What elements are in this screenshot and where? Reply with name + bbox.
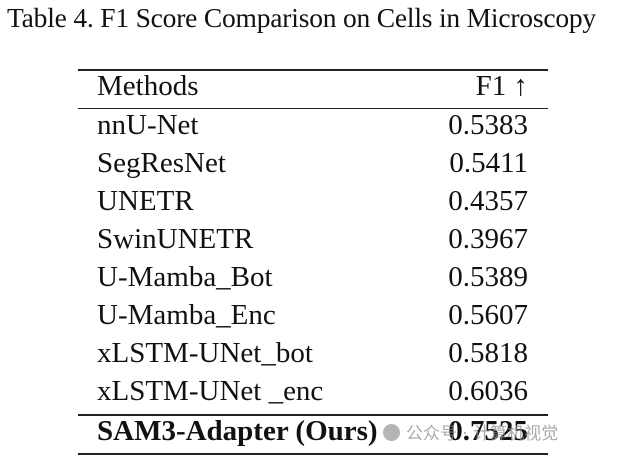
method-name: U-Mamba_Enc (97, 299, 276, 331)
f1-value: 0.5818 (448, 337, 528, 369)
highlight-row: SAM3-Adapter (Ours) 0.7525 (78, 415, 548, 453)
bottom-rule (78, 453, 548, 455)
f1-value: 0.3967 (448, 223, 528, 255)
table-row: SwinUNETR 0.3967 (78, 223, 548, 261)
watermark: 公众号 · 计算机视觉 (383, 419, 558, 444)
f1-value: 0.5411 (449, 147, 528, 179)
table-row: xLSTM-UNet_bot 0.5818 (78, 337, 548, 375)
f1-value: 0.4357 (448, 185, 528, 217)
table-row: U-Mamba_Bot 0.5389 (78, 261, 548, 299)
table-row: xLSTM-UNet _enc 0.6036 (78, 375, 548, 413)
table-row: U-Mamba_Enc 0.5607 (78, 299, 548, 337)
table-row: nnU-Net 0.5383 (78, 109, 548, 147)
table-row: SegResNet 0.5411 (78, 147, 548, 185)
watermark-text: 公众号 · 计算机视觉 (406, 424, 559, 444)
f1-value: 0.5383 (448, 109, 528, 141)
table-caption: Table 4. F1 Score Comparison on Cells in… (7, 2, 596, 33)
method-name: xLSTM-UNet _enc (97, 375, 324, 407)
header-rule (78, 108, 548, 110)
f1-value: 0.7525 (448, 415, 528, 447)
f1-value: 0.5389 (448, 261, 528, 293)
method-name: U-Mamba_Bot (97, 261, 273, 293)
header-f1: F1 ↑ (475, 70, 528, 102)
midrule (78, 414, 548, 416)
top-rule (78, 69, 548, 71)
method-name: xLSTM-UNet_bot (97, 337, 313, 369)
method-name: UNETR (97, 185, 194, 217)
method-name: nnU-Net (97, 109, 199, 141)
table-header: Methods F1 ↑ (78, 70, 548, 108)
f1-value: 0.6036 (448, 375, 528, 407)
method-name: SwinUNETR (97, 223, 254, 255)
f1-value: 0.5607 (448, 299, 528, 331)
table-row: UNETR 0.4357 (78, 185, 548, 223)
wechat-icon (383, 424, 400, 441)
header-methods: Methods (97, 70, 199, 102)
method-name: SegResNet (97, 147, 226, 179)
method-name: SAM3-Adapter (Ours) (97, 415, 378, 447)
